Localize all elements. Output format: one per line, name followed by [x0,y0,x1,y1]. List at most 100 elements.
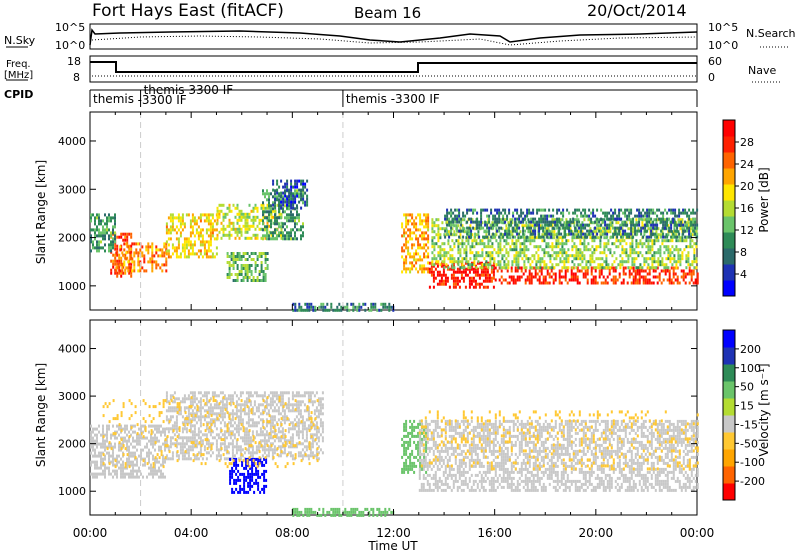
heatmap-cell [164,448,166,452]
heatmap-cell [173,442,176,446]
heatmap-cell [207,409,210,413]
heatmap-cell [513,257,516,261]
heatmap-cell [657,248,660,252]
heatmap-cell [676,266,679,270]
heatmap-cell [687,245,690,249]
heatmap-cell [125,257,128,261]
heatmap-cell [215,445,218,449]
heatmap-cell [240,258,243,261]
heatmap-cell [197,457,200,461]
heatmap-cell [150,424,152,428]
heatmap-cell [264,192,266,196]
heatmap-cell [96,234,98,238]
heatmap-cell [664,272,667,276]
heatmap-cell [558,220,561,224]
heatmap-cell [181,249,184,253]
heatmap-cell [245,430,248,434]
heatmap-cell [171,451,174,455]
heatmap-cell [580,211,583,215]
heatmap-cell [603,260,606,264]
heatmap-cell [302,188,305,192]
heatmap-cell [675,221,678,225]
heatmap-cell [486,214,489,218]
heatmap-cell [487,251,490,255]
heatmap-cell [167,430,170,434]
heatmap-cell [622,272,625,276]
heatmap-cell [120,232,123,236]
heatmap-cell [187,409,190,413]
heatmap-cell [160,472,162,476]
heatmap-cell [557,254,560,258]
heatmap-cell [580,223,583,227]
heatmap-cell [657,251,660,255]
heatmap-cell [618,214,621,218]
heatmap-cell [263,439,266,443]
heatmap-cell [688,281,691,285]
heatmap-cell [608,223,611,227]
heatmap-cell [201,240,204,244]
heatmap-cell [694,281,697,285]
heatmap-cell [495,239,498,243]
heatmap-cell [189,424,192,428]
heatmap-cell [231,448,234,452]
heatmap-cell [114,247,117,251]
heatmap-cell [486,273,489,277]
heatmap-cell [608,211,611,215]
heatmap-cell [245,442,248,446]
heatmap-cell [296,182,299,186]
heatmap-cell [508,229,511,233]
heatmap-cell [423,225,426,229]
heatmap-cell [92,475,94,479]
date-title: 20/Oct/2014 [587,1,687,20]
heatmap-cell [458,285,461,289]
heatmap-cell [460,270,463,274]
heatmap-cell [119,245,122,249]
heatmap-cell [431,242,434,246]
heatmap-cell [134,469,136,473]
heatmap-cell [512,281,515,285]
heatmap-cell [189,457,192,461]
heatmap-cell [630,226,633,230]
heatmap-cell [642,281,645,285]
heatmap-cell [682,272,685,276]
heatmap-cell [155,263,158,267]
heatmap-cell [471,218,474,222]
heatmap-cell [433,257,436,261]
heatmap-cell [401,249,404,253]
heatmap-cell [257,445,260,449]
heatmap-cell [498,217,501,221]
heatmap-cell [138,433,140,437]
heatmap-cell [243,430,246,434]
heatmap-cell [463,266,466,270]
heatmap-cell [231,445,234,449]
heatmap-cell [254,206,257,210]
heatmap-cell [130,232,133,236]
heatmap-cell [499,242,502,246]
heatmap-cell [243,412,246,416]
heatmap-cell [517,266,520,270]
heatmap-cell [695,245,698,249]
heatmap-cell [157,254,160,258]
heatmap-cell [419,234,422,238]
heatmap-cell [247,406,250,410]
heatmap-cell [518,220,521,224]
heatmap-cell [470,267,473,271]
heatmap-cell [405,258,408,262]
heatmap-cell [181,436,184,440]
heatmap-cell [533,257,536,261]
heatmap-cell [205,433,208,437]
heatmap-cell [431,257,434,261]
heatmap-cell [102,472,104,476]
heatmap-cell [644,275,647,279]
heatmap-cell [300,182,303,186]
heatmap-cell [532,232,535,236]
heatmap-cell [234,230,237,234]
heatmap-cell [165,252,168,256]
heatmap-cell [451,260,454,264]
heatmap-cell [257,406,260,410]
heatmap-cell [378,308,381,312]
heatmap-cell [191,391,194,395]
heatmap-cell [483,245,486,249]
heatmap-cell [415,225,418,229]
heatmap-cell [507,263,510,267]
